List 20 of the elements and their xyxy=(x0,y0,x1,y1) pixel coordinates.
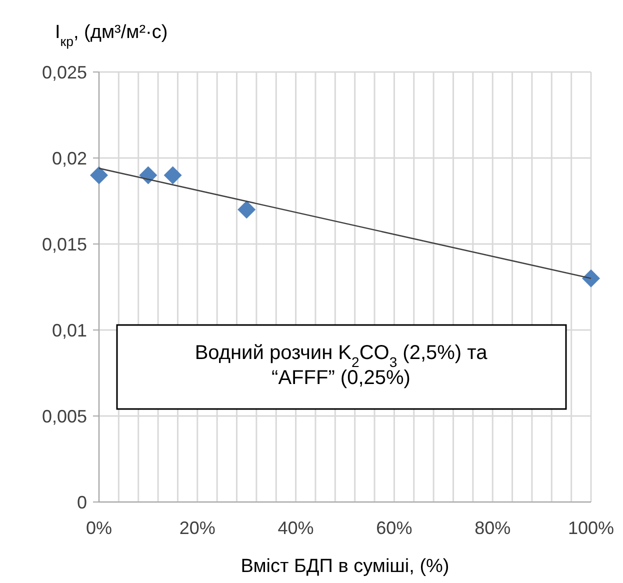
x-tick-label: 100% xyxy=(568,518,614,538)
x-tick-label: 40% xyxy=(278,518,314,538)
point xyxy=(139,166,158,184)
y-tick-label: 0,015 xyxy=(42,234,87,254)
x-tick-label: 60% xyxy=(376,518,412,538)
x-tick-label: 20% xyxy=(179,518,216,538)
x-axis-title: Вміст БДП в суміші, (%) xyxy=(240,556,450,577)
point xyxy=(582,269,600,288)
y-tick-label: 0,005 xyxy=(42,406,87,426)
y-tick-label: 0 xyxy=(76,492,87,512)
annotation: Водний розчин K$_{2}$CO$_{3}$ (2,5%) та “AFFF” (0,25%) xyxy=(194,342,488,389)
x-tick-label: 0% xyxy=(86,518,112,538)
x-tick-label: 80% xyxy=(474,518,511,538)
point xyxy=(238,200,256,219)
y-tick-label: 0,025 xyxy=(42,62,87,82)
y-tick-label: 0,02 xyxy=(52,148,87,168)
y-axis-title: I$_{кр}$, (дм³/м²·с) xyxy=(55,22,168,48)
point xyxy=(164,166,182,184)
y-tick-label: 0,01 xyxy=(52,320,87,340)
point xyxy=(90,166,108,184)
